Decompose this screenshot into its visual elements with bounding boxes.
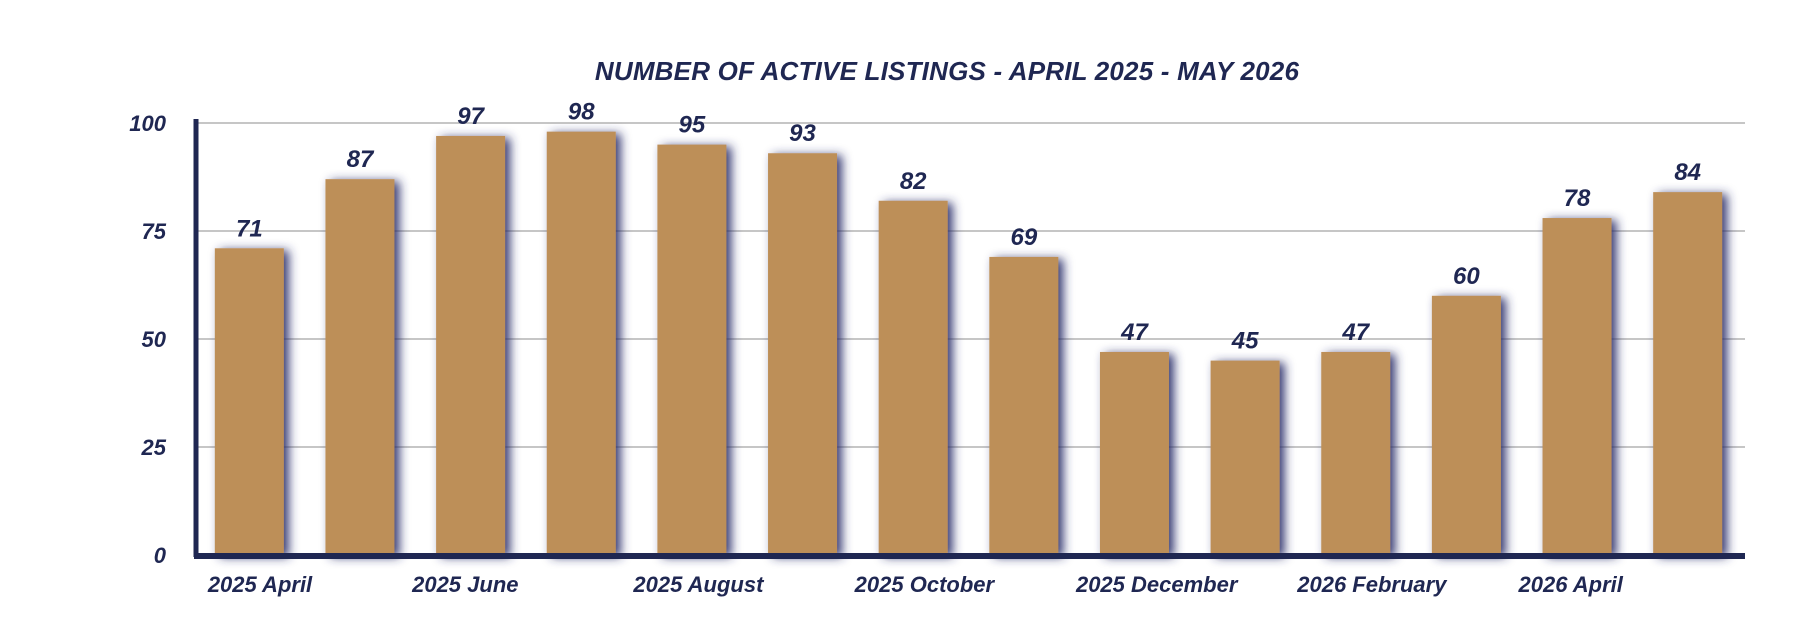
bar: [1210, 360, 1280, 555]
bar: [768, 153, 838, 556]
bar: [1542, 218, 1612, 556]
bar: [1321, 351, 1391, 555]
data-label: 78: [1564, 185, 1591, 212]
data-label: 71: [236, 215, 263, 242]
bar: [1653, 192, 1723, 555]
axes: [193, 119, 1745, 559]
x-tick-label: 2026 April: [1518, 572, 1624, 597]
bar: [325, 179, 395, 555]
x-tick-label: 2025 June: [411, 572, 518, 597]
x-tick-label: 2026 February: [1296, 572, 1448, 597]
data-label: 47: [1341, 319, 1370, 346]
bar: [989, 256, 1059, 555]
bar: [878, 200, 948, 555]
data-label: 47: [1120, 319, 1149, 346]
data-label: 87: [347, 146, 375, 173]
data-label: 98: [568, 99, 595, 126]
y-tick-label: 75: [142, 219, 167, 244]
data-label: 45: [1231, 328, 1259, 355]
bar: [436, 135, 506, 555]
x-tick-label: 2025 April: [207, 572, 313, 597]
bar: [546, 131, 616, 555]
data-label: 60: [1453, 263, 1480, 290]
data-label: 95: [679, 112, 706, 139]
chart-title: NUMBER OF ACTIVE LISTINGS - APRIL 2025 -…: [594, 56, 1300, 86]
bar: [657, 144, 727, 555]
bars: [214, 131, 1723, 556]
y-tick-label: 0: [154, 543, 167, 568]
data-label: 82: [900, 168, 927, 195]
bar: [214, 248, 284, 555]
y-tick-label: 50: [142, 327, 167, 352]
bar: [1431, 295, 1501, 555]
y-tick-label: 100: [129, 111, 166, 136]
x-tick-label: 2025 August: [632, 572, 765, 597]
data-label: 97: [457, 103, 485, 130]
x-tick-label: 2025 December: [1075, 572, 1239, 597]
x-tick-label: 2025 October: [854, 572, 996, 597]
data-label: 69: [1010, 224, 1037, 251]
data-label: 93: [789, 120, 816, 147]
data-label: 84: [1674, 159, 1701, 186]
bar: [1099, 351, 1169, 555]
y-tick-label: 25: [141, 435, 167, 460]
labels: 0 25 50 75 100 71 87 97 98 95 93 82 69 47 45 47 60 78 84 20…: [129, 99, 1701, 597]
gridlines: [196, 122, 1745, 448]
